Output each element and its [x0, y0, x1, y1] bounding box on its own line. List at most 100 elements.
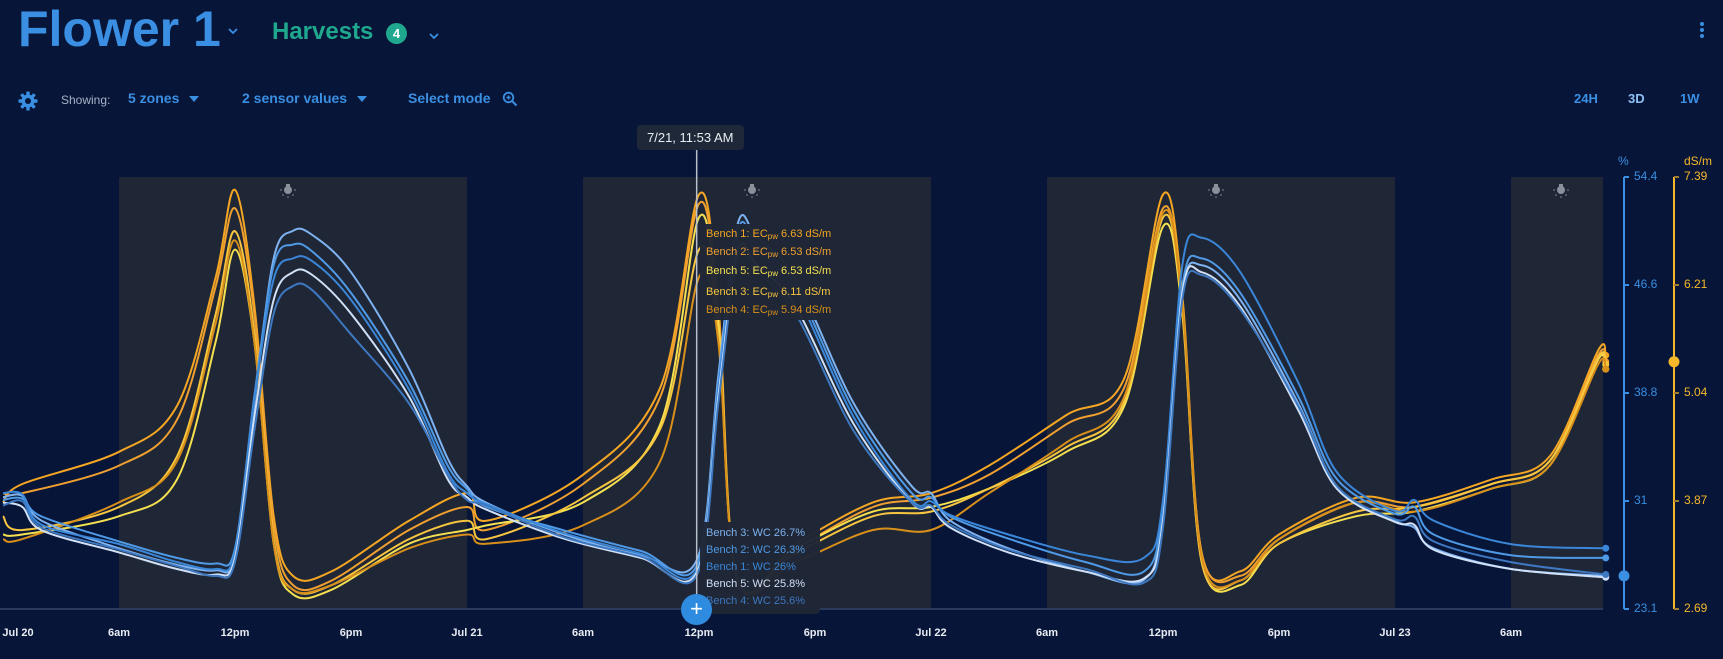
- ec-axis-tick-label: 5.04: [1684, 385, 1708, 399]
- series-end-point: [1602, 570, 1610, 578]
- wc-tooltip-row: Bench 3: WC 26.7%: [706, 525, 805, 542]
- metric-label: EC: [749, 286, 768, 298]
- sensor-values-dropdown[interactable]: 2 sensor values: [242, 90, 368, 106]
- bench-label: Bench 2:: [706, 246, 750, 258]
- bench-label: Bench 2:: [706, 544, 750, 556]
- ec-tooltip-backdrop: [700, 224, 848, 320]
- lights-on-band: [119, 177, 467, 609]
- metric-value: 25.6%: [770, 595, 806, 607]
- metric-label: WC: [749, 544, 771, 556]
- ec-axis-tick-label: 6.21: [1684, 277, 1708, 291]
- metric-value: 26%: [770, 561, 796, 573]
- x-axis-tick-label: 6pm: [339, 627, 363, 639]
- x-axis-tick-label: 12pm: [1148, 627, 1178, 639]
- metric-subscript: pw: [767, 250, 778, 259]
- harvests-label[interactable]: Harvests: [272, 18, 374, 45]
- x-axis-tick-label: Jul 22: [915, 627, 947, 639]
- metric-subscript: pw: [767, 308, 778, 317]
- wc-tooltip-row: Bench 1: WC 26%: [706, 559, 796, 576]
- series-end-point: [1602, 365, 1610, 373]
- wc-axis-handle[interactable]: [1618, 570, 1630, 582]
- series-end-point: [1602, 554, 1610, 562]
- lights-on-band: [1047, 177, 1395, 609]
- light-bulb-icon: [1208, 184, 1224, 198]
- metric-value: 26.7%: [770, 527, 806, 539]
- x-axis-tick-label: Jul 23: [1379, 627, 1411, 639]
- metric-value: 5.94 dS/m: [778, 304, 832, 316]
- bench-label: Bench 4:: [706, 595, 750, 607]
- ec-tooltip-row: Bench 1: ECpw 6.63 dS/m: [706, 226, 831, 243]
- showing-label: Showing:: [61, 93, 111, 107]
- metric-subscript: pw: [767, 269, 778, 278]
- metric-value: 6.63 dS/m: [778, 228, 832, 240]
- light-bulb-icon: [280, 184, 296, 198]
- metric-subscript: pw: [767, 232, 778, 241]
- zones-dropdown[interactable]: 5 zones: [128, 90, 200, 106]
- light-bulb-icon: [744, 184, 760, 198]
- range-3d-button[interactable]: 3D: [1628, 91, 1645, 106]
- x-axis-tick-label: Jul 20: [2, 627, 34, 639]
- x-axis-tick-label: 6pm: [803, 627, 827, 639]
- series-end-point: [1602, 544, 1610, 552]
- caret-down-icon: [357, 96, 368, 103]
- bench-label: Bench 1:: [706, 561, 750, 573]
- metric-label: WC: [749, 527, 771, 539]
- wc-axis-tick-label: 23.1: [1634, 601, 1658, 615]
- x-axis-tick-label: Jul 21: [451, 627, 483, 639]
- wc-axis-tick-label: 31: [1634, 493, 1648, 507]
- caret-down-icon: [189, 96, 200, 103]
- bench-label: Bench 4:: [706, 304, 750, 316]
- wc-tooltip-row: Bench 4: WC 25.6%: [706, 593, 805, 610]
- ec-axis-unit: dS/m: [1684, 154, 1713, 168]
- bench-label: Bench 1:: [706, 228, 750, 240]
- ec-tooltip-row: Bench 5: ECpw 6.53 dS/m: [706, 263, 831, 280]
- cursor-timestamp: 7/21, 11:53 AM: [637, 125, 744, 150]
- ec-tooltip-row: Bench 2: ECpw 6.53 dS/m: [706, 244, 831, 261]
- range-1w-button[interactable]: 1W: [1680, 91, 1700, 106]
- bench-label: Bench 3:: [706, 286, 750, 298]
- metric-label: EC: [749, 304, 768, 316]
- wc-tooltip-row: Bench 5: WC 25.8%: [706, 576, 805, 593]
- x-axis-tick-label: 12pm: [220, 627, 250, 639]
- metric-value: 6.11 dS/m: [778, 286, 831, 298]
- ec-axis-handle[interactable]: [1668, 356, 1680, 368]
- title-chevron-down-icon[interactable]: [227, 22, 239, 38]
- wc-axis-tick-label: 46.6: [1634, 277, 1658, 291]
- metric-value: 26.3%: [770, 544, 806, 556]
- wc-axis-tick-label: 38.8: [1634, 385, 1658, 399]
- range-24h-button[interactable]: 24H: [1574, 91, 1598, 106]
- wc-tooltip-row: Bench 2: WC 26.3%: [706, 542, 805, 559]
- ec-tooltip-row: Bench 4: ECpw 5.94 dS/m: [706, 302, 831, 319]
- x-axis-tick-label: 12pm: [684, 627, 714, 639]
- bench-label: Bench 3:: [706, 527, 750, 539]
- ec-tooltip-row: Bench 3: ECpw 6.11 dS/m: [706, 284, 830, 301]
- harvests-count-badge: 4: [386, 23, 407, 44]
- light-bulb-icon: [1553, 184, 1569, 198]
- bench-label: Bench 5:: [706, 578, 750, 590]
- x-axis-tick-label: 6am: [571, 627, 595, 639]
- select-mode-label: Select mode: [408, 90, 491, 106]
- bench-label: Bench 5:: [706, 265, 750, 277]
- wc-axis-unit: %: [1618, 154, 1629, 168]
- wc-axis-tick-label: 54.4: [1634, 169, 1658, 183]
- plus-icon: +: [690, 596, 703, 621]
- more-options-icon[interactable]: [1700, 22, 1704, 40]
- metric-value: 6.53 dS/m: [778, 265, 832, 277]
- metric-label: EC: [749, 228, 768, 240]
- metric-label: WC: [749, 595, 771, 607]
- zoom-search-icon: [503, 92, 518, 107]
- x-axis-tick-label: 6am: [1035, 627, 1059, 639]
- metric-subscript: pw: [767, 290, 778, 299]
- metric-label: WC: [749, 561, 771, 573]
- x-axis-tick-label: 6am: [1499, 627, 1523, 639]
- add-annotation-button[interactable]: +: [681, 594, 712, 625]
- metric-label: EC: [749, 265, 768, 277]
- lights-on-band: [1511, 177, 1603, 609]
- select-mode-button[interactable]: Select mode: [408, 90, 518, 107]
- harvests-chevron-down-icon[interactable]: [428, 27, 440, 43]
- metric-value: 25.8%: [770, 578, 806, 590]
- x-axis-tick-label: 6am: [107, 627, 131, 639]
- gear-icon[interactable]: [18, 91, 38, 116]
- metric-value: 6.53 dS/m: [778, 246, 832, 258]
